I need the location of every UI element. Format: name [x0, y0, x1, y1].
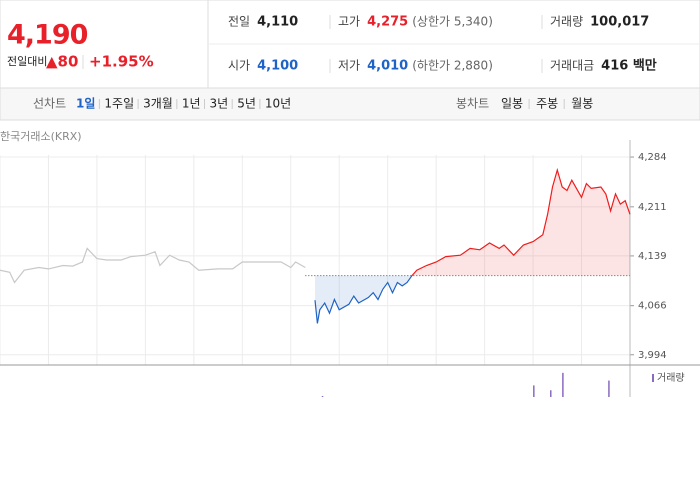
- tab[interactable]: 10년: [265, 97, 291, 111]
- y-tick-label: 3,994: [638, 350, 667, 361]
- legend-label: 거래량: [657, 372, 685, 384]
- tab-label: 봉차트: [456, 97, 489, 111]
- change: ▲80: [46, 53, 78, 71]
- info-value: 4,010: [367, 59, 408, 74]
- line: [314, 167, 631, 324]
- info-value: 100,017: [590, 15, 649, 30]
- chart: 3,994 4,066 4,139 4,211 4,284 거래량: [0, 140, 700, 397]
- info-value: 4,110: [257, 15, 298, 30]
- line: [0, 247, 306, 284]
- info-label: 거래량: [550, 15, 583, 29]
- volume-bar: [321, 396, 324, 397]
- tab[interactable]: 주봉: [536, 97, 558, 111]
- info-value: 4,275: [367, 15, 408, 30]
- area: [315, 170, 630, 324]
- info-label: 전일: [228, 15, 250, 29]
- volume-bar: [562, 372, 564, 397]
- tab-bar: [0, 87, 700, 121]
- info-note: (상한가 5,340): [412, 15, 493, 29]
- volume-bar: [550, 390, 552, 397]
- tab[interactable]: 1년: [182, 97, 201, 111]
- price: 4,190: [7, 20, 88, 51]
- y-tick-label: 4,284: [638, 152, 667, 163]
- info-note: (하한가 2,880): [412, 59, 493, 73]
- info-label: 저가: [338, 59, 360, 73]
- tab[interactable]: 3년: [210, 97, 229, 111]
- y-tick-label: 4,066: [638, 301, 667, 312]
- info-value: 416 백만: [601, 58, 657, 74]
- info-value: 4,100: [257, 59, 298, 74]
- legend-swatch: [652, 374, 654, 382]
- tab[interactable]: 1주일: [104, 97, 134, 111]
- volume-bar: [533, 385, 535, 397]
- tab[interactable]: 3개월: [143, 97, 173, 111]
- change-label: 전일대비: [7, 54, 47, 68]
- tab-label: 선차트: [33, 97, 66, 111]
- tab[interactable]: 일봉: [501, 97, 523, 111]
- y-tick-label: 4,211: [638, 202, 667, 213]
- change-rate: +1.95%: [89, 53, 154, 71]
- tab[interactable]: 월봉: [571, 97, 593, 111]
- info-label: 거래대금: [550, 59, 594, 73]
- info-grid: 전일 4,110 고가 4,275 (상한가 5,340) 거래량 100,017 시가 4,1…: [228, 15, 657, 74]
- info-label: 고가: [338, 15, 360, 29]
- volume-bar: [608, 380, 610, 397]
- tab[interactable]: 5년: [237, 97, 256, 111]
- tab[interactable]: 1일: [76, 97, 95, 111]
- info-label: 시가: [228, 59, 250, 73]
- tabs: 선차트 1일 1주일 3개월 1년 3년 5년 10년 봉차트 일봉 주봉 월봉: [33, 97, 593, 111]
- y-tick-label: 4,139: [638, 251, 667, 262]
- source: 한국거래소(KRX): [0, 130, 82, 143]
